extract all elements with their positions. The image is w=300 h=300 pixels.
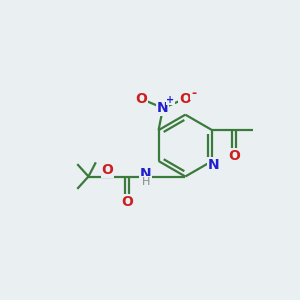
Text: N: N <box>208 158 219 172</box>
Text: O: O <box>135 92 147 106</box>
Text: +: + <box>166 95 174 105</box>
Text: N: N <box>157 101 169 115</box>
Text: -: - <box>191 87 196 100</box>
Text: O: O <box>121 195 133 209</box>
Text: O: O <box>179 92 191 106</box>
Text: O: O <box>102 163 113 177</box>
Text: H: H <box>142 177 150 187</box>
Text: O: O <box>228 149 240 163</box>
Text: N: N <box>140 167 152 181</box>
